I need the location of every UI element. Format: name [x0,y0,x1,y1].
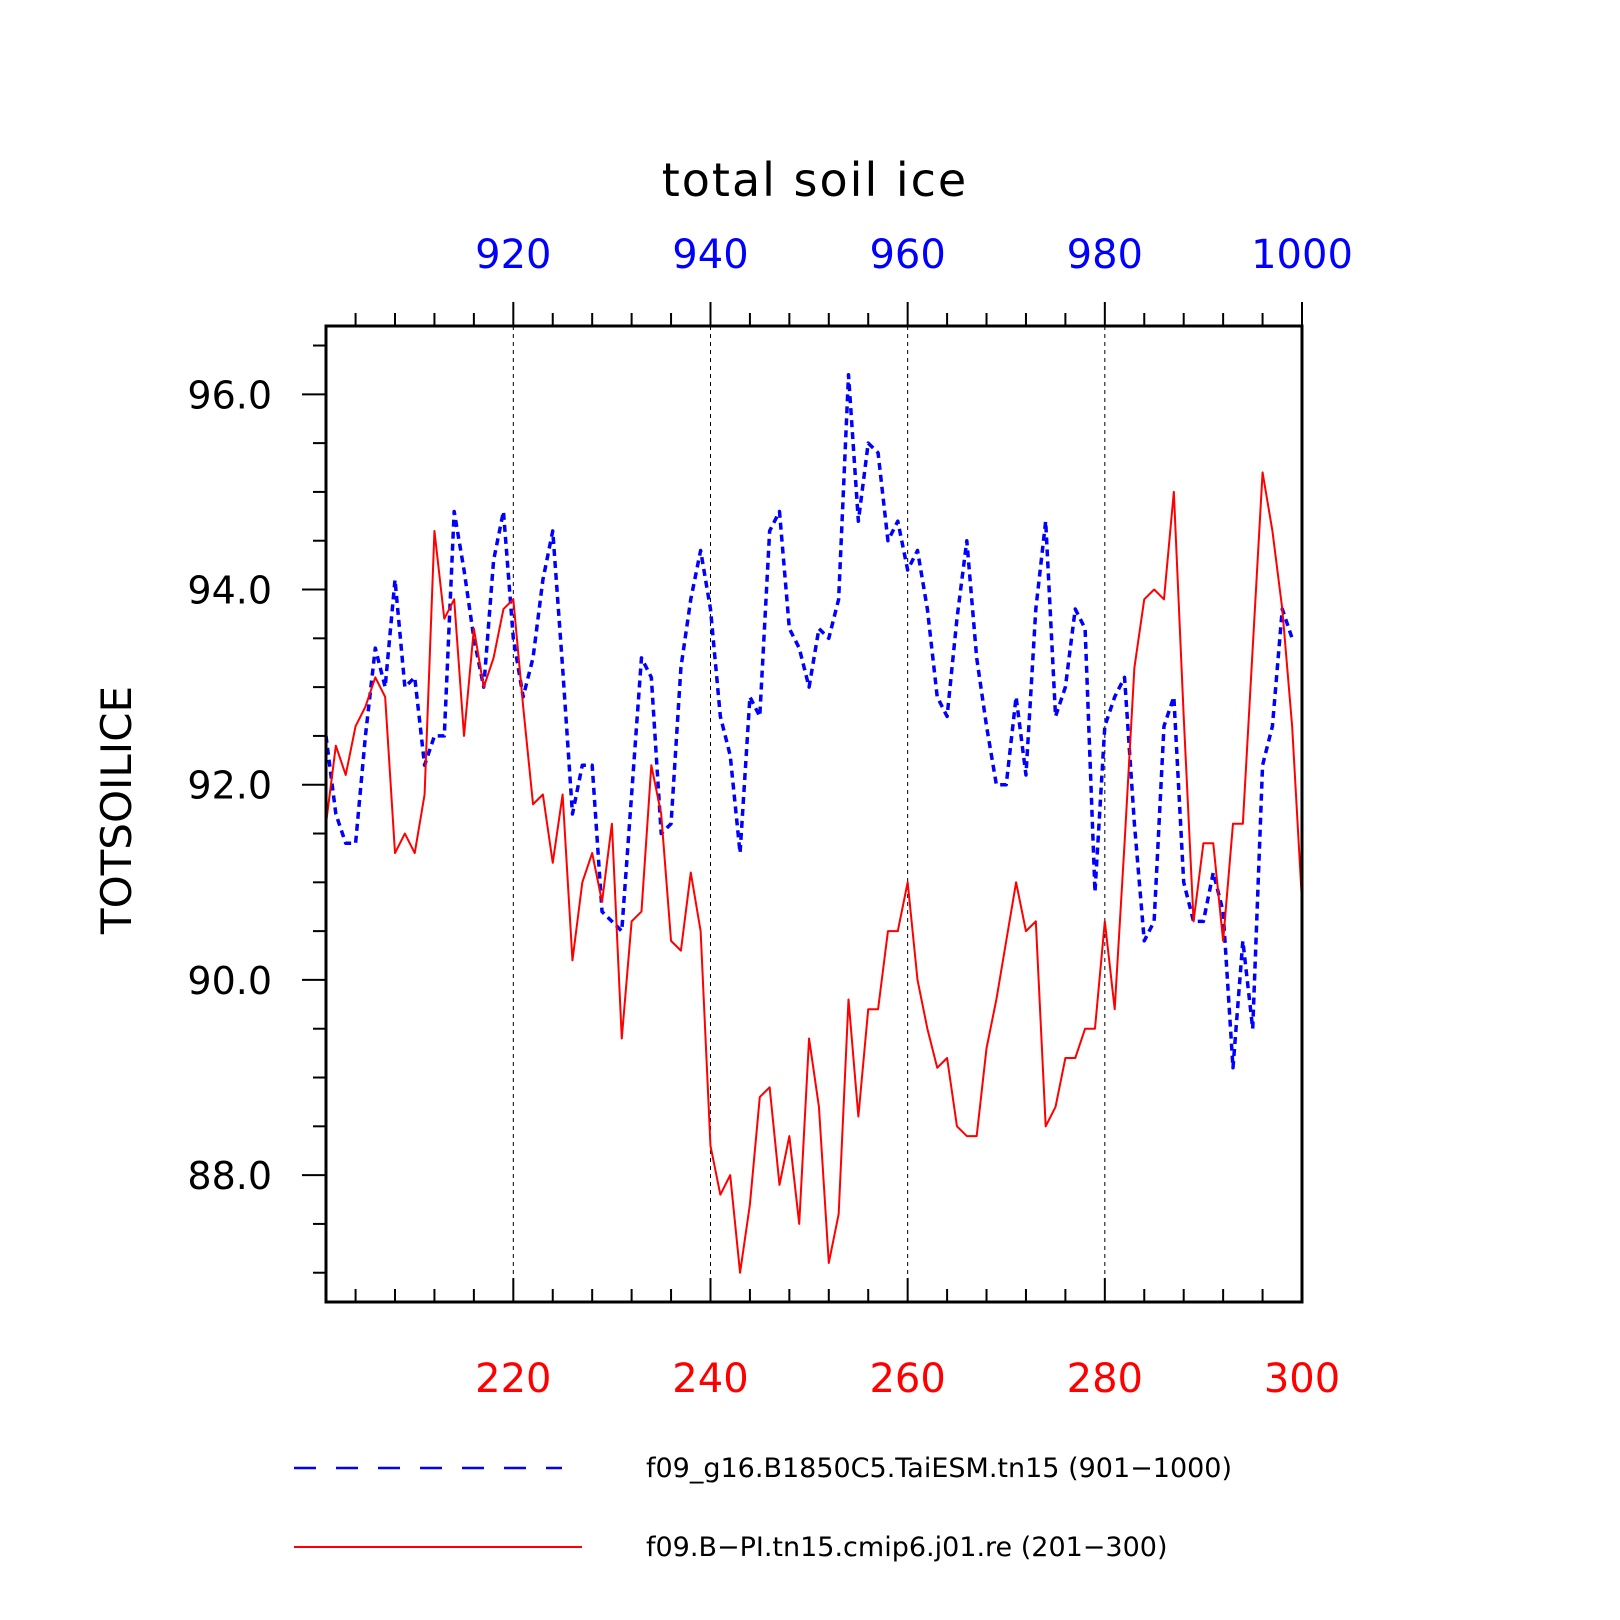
x-bottom-tick-label: 300 [1264,1356,1340,1402]
legend-label-blue: f09_g16.B1850C5.TaiESM.tn15 (901−1000) [646,1453,1232,1484]
axis-ticks [302,302,1303,1302]
y-tick-label: 92.0 [187,764,272,808]
legend-label-red: f09.B−PI.tn15.cmip6.j01.re (201−300) [646,1532,1168,1563]
series-layer [324,373,1303,1274]
x-top-tick-label: 940 [672,232,748,278]
chart-title: total soil ice [662,153,968,207]
series-line-red [325,471,1303,1274]
tick-labels: 96.0 94.0 92.0 90.0 88.0 920 940 960 980 1000 220 2… [187,232,1353,1402]
y-tick-label: 94.0 [187,569,272,613]
x-top-tick-label: 920 [475,232,551,278]
x-top-tick-label: 980 [1067,232,1143,278]
grid-lines [512,326,1106,1302]
x-top-tick-label: 1000 [1251,232,1353,278]
x-bottom-tick-label: 240 [672,1356,748,1402]
x-bottom-tick-label: 220 [475,1356,551,1402]
y-tick-label: 90.0 [187,959,272,1003]
series-line-blue [324,373,1294,1070]
x-bottom-tick-label: 260 [869,1356,945,1402]
y-tick-label: 96.0 [187,373,272,417]
x-top-tick-label: 960 [869,232,945,278]
x-bottom-tick-label: 280 [1067,1356,1143,1402]
legend: f09_g16.B1850C5.TaiESM.tn15 (901−1000) f… [294,1453,1232,1563]
plot-frame [324,324,1304,1304]
y-axis-label: TOTSOILICE [92,686,141,935]
y-tick-label: 88.0 [187,1154,272,1198]
